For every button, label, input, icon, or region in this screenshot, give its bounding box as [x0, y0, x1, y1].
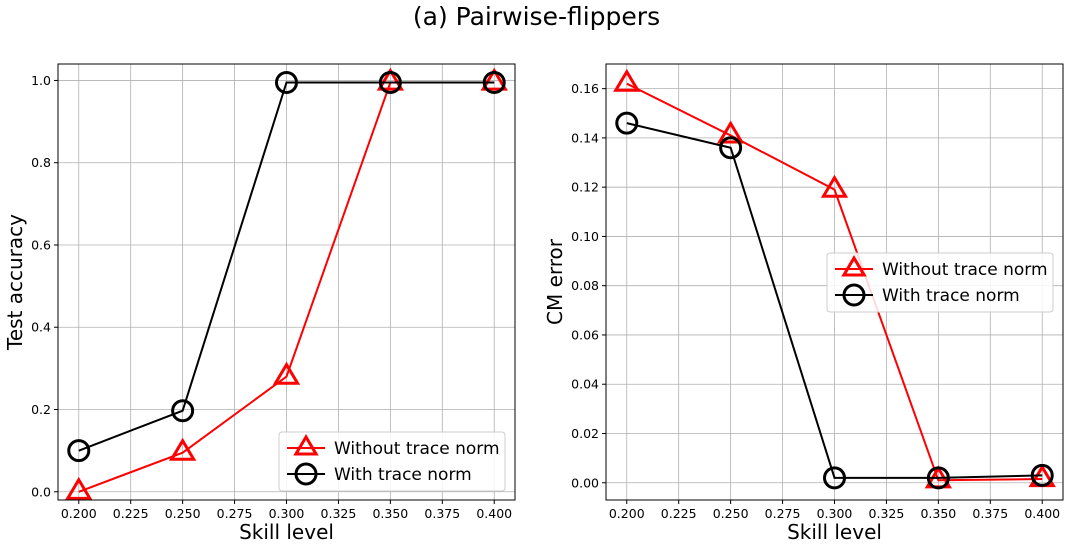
x-tick-label: 0.200 — [61, 506, 97, 521]
data-point-triangle — [716, 120, 745, 144]
x-tick-label: 0.325 — [869, 506, 905, 521]
plot-frame — [605, 63, 1064, 501]
data-point-circle — [67, 439, 91, 463]
data-point-circle — [275, 71, 298, 95]
data-point-circle — [378, 71, 402, 95]
y-tick-label: 0.2 — [31, 402, 51, 417]
x-tick-label: 0.325 — [321, 506, 357, 521]
legend-marker-triangle — [841, 255, 867, 277]
x-tick-label: 0.375 — [424, 506, 460, 521]
x-tick-label: 0.275 — [765, 506, 801, 521]
x-tick-label: 0.400 — [1024, 506, 1060, 521]
x-axis-label: Skill level — [787, 520, 882, 544]
y-axis-label: CM error — [543, 238, 567, 325]
legend-marker-triangle — [293, 434, 319, 456]
data-point-triangle — [480, 67, 508, 91]
x-tick-label: 0.200 — [609, 506, 645, 521]
series-line — [626, 82, 1043, 482]
legend: Without trace norm With trace norm — [278, 431, 506, 492]
y-tick-label: 0.10 — [571, 229, 599, 244]
legend-label: With trace norm — [882, 286, 1020, 306]
data-point-circle — [823, 466, 846, 490]
legend-box — [826, 252, 1054, 313]
x-tick-label: 0.275 — [217, 506, 253, 521]
data-point-circle — [719, 136, 743, 160]
y-tick-label: 0.08 — [571, 278, 599, 293]
chart-cm-error: 0.200 0.225 0.250 0.275 0.300 0.325 0.350 0.375… — [543, 63, 1064, 544]
y-tick-label: 0.6 — [31, 237, 51, 252]
legend-marker-circle — [294, 462, 318, 486]
legend-box — [278, 431, 506, 492]
plot-frame — [57, 63, 516, 501]
figure-title: (a) Pairwise-flippers — [412, 2, 661, 31]
data-point-triangle — [272, 361, 301, 385]
y-tick-label: 0.04 — [571, 377, 599, 392]
x-tick-label: 0.250 — [713, 506, 749, 521]
data-point-circle — [1030, 463, 1054, 487]
data-point-circle — [482, 71, 506, 95]
x-tick-label: 0.400 — [476, 506, 512, 521]
data-point-triangle — [65, 476, 93, 500]
x-tick-label: 0.300 — [269, 506, 305, 521]
y-tick-label: 0.16 — [571, 81, 599, 96]
x-tick-label: 0.375 — [972, 506, 1008, 521]
data-point-triangle — [820, 174, 849, 198]
y-tick-label: 0.00 — [571, 475, 599, 490]
data-point-triangle — [613, 68, 641, 92]
y-tick-label: 1.0 — [31, 73, 51, 88]
y-tick-label: 0.14 — [571, 130, 599, 145]
y-tick-label: 0.0 — [31, 484, 51, 499]
legend-label: With trace norm — [334, 465, 472, 485]
data-point-circle — [171, 399, 195, 423]
x-tick-label: 0.250 — [165, 506, 201, 521]
x-tick-label: 0.225 — [113, 506, 149, 521]
series-line — [626, 122, 1043, 479]
x-tick-label: 0.350 — [920, 506, 956, 521]
x-axis-label: Skill level — [239, 520, 334, 544]
x-tick-label: 0.300 — [817, 506, 853, 521]
data-point-circle — [926, 466, 950, 490]
legend-marker-circle — [842, 283, 866, 307]
y-axis-label: Test accuracy — [3, 214, 27, 351]
data-point-circle — [615, 111, 639, 135]
legend-label: Without trace norm — [334, 439, 500, 459]
chart-test-accuracy: 0.200 0.225 0.250 0.275 0.300 0.325 0.350 0.375… — [3, 63, 516, 544]
legend: Without trace norm With trace norm — [826, 252, 1054, 313]
x-tick-label: 0.225 — [661, 506, 697, 521]
y-tick-label: 0.06 — [571, 327, 599, 342]
y-tick-label: 0.02 — [571, 426, 599, 441]
x-tick-label: 0.350 — [372, 506, 408, 521]
y-tick-label: 0.4 — [31, 320, 51, 335]
y-tick-label: 0.8 — [31, 155, 51, 170]
data-point-triangle — [376, 67, 405, 91]
legend-label: Without trace norm — [882, 260, 1048, 280]
series-line — [78, 81, 495, 452]
y-tick-label: 0.12 — [571, 180, 599, 195]
data-point-triangle — [168, 437, 197, 461]
